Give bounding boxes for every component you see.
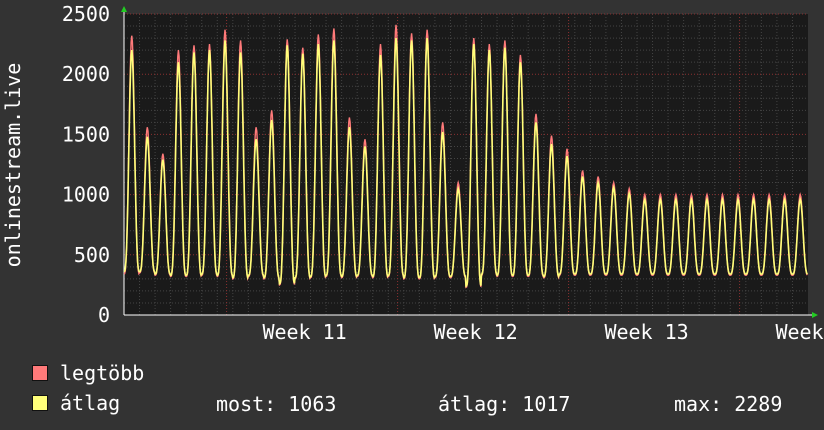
legend-swatch-max [32, 365, 48, 381]
y-axis-label: onlinestream.live [1, 63, 25, 268]
stat-current: most: 1063 [216, 392, 337, 416]
x-tick-label: Week 12 [433, 320, 517, 344]
x-axis-arrow [812, 312, 818, 318]
legend-label-avg: átlag [60, 391, 121, 415]
x-tick-label: Week 13 [604, 320, 688, 344]
y-tick-label: 2000 [62, 62, 110, 86]
x-tick-label: Week 14 [775, 320, 824, 344]
stat-average: átlag: 1017 [438, 392, 571, 416]
series-line-avg [123, 38, 809, 288]
stat-max: max: 2289 [674, 392, 783, 416]
y-axis-arrow [121, 6, 127, 12]
legend-swatch-avg [32, 395, 48, 411]
y-tick-label: 500 [74, 243, 110, 267]
y-tick-label: 2500 [62, 2, 110, 26]
y-tick-label: 0 [98, 303, 110, 327]
legend-item-avg: átlag [32, 391, 121, 415]
y-tick-label: 1500 [62, 122, 110, 146]
y-tick-label: 1000 [62, 183, 110, 207]
legend-label-max: legtöbb [60, 361, 145, 385]
x-tick-label: Week 11 [262, 320, 346, 344]
legend-item-max: legtöbb [32, 361, 145, 385]
